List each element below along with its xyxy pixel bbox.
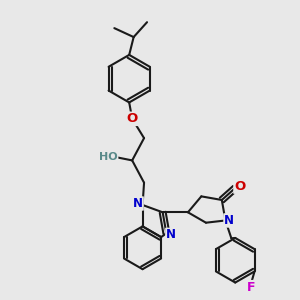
Text: N: N [166, 228, 176, 242]
Text: N: N [133, 197, 143, 210]
Text: O: O [234, 180, 245, 193]
Text: HO: HO [99, 152, 118, 162]
Text: O: O [127, 112, 138, 125]
Text: N: N [224, 214, 234, 227]
Text: F: F [247, 281, 256, 294]
